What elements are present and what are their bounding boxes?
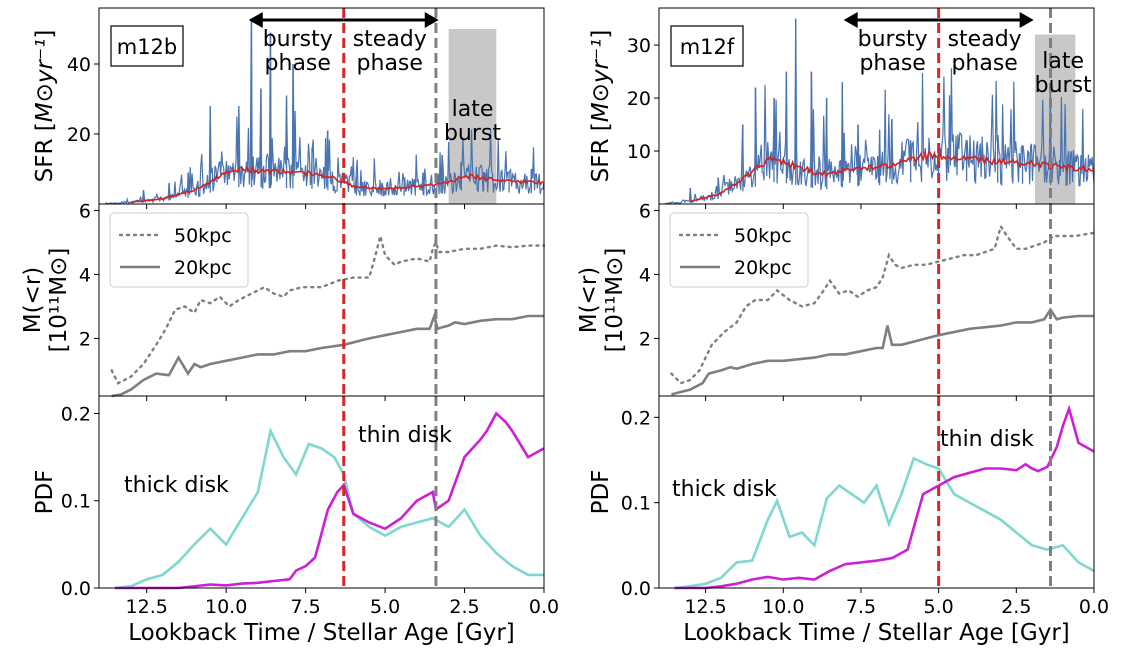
mass-ytick-label: 6 [79, 200, 91, 222]
legend-20kpc-label: 20kpc [734, 257, 792, 279]
mass-ytick-label: 2 [639, 328, 651, 350]
pdf-ylabel: PDF [588, 470, 614, 515]
mass-legend-box [669, 212, 809, 288]
mass-legend-box [109, 212, 249, 288]
pdf-xtick-label: 0.0 [529, 596, 559, 618]
mass-ylabel-line1: M(<r) [20, 267, 46, 334]
sfr-ylabel-ylabel_unit: M⊙yr⁻¹ [588, 39, 614, 123]
pdf-thin-disk-line [114, 411, 545, 590]
steady-label-line1: steady [948, 27, 1022, 52]
mass-ylabel-line1: M(<r) [576, 267, 602, 334]
pdf-axes-frame [658, 395, 1095, 589]
pdf-xtick-label: 2.5 [1001, 596, 1031, 618]
bursty-label-line2: phase [265, 51, 331, 76]
galaxy-label: m12b [117, 35, 178, 59]
sfr-smooth-line [689, 150, 1093, 203]
bursty-label-line1: bursty [263, 27, 333, 52]
mass-ylabel-line2: [10¹¹M⊙] [46, 248, 72, 353]
galaxy-label: m12f [680, 35, 735, 59]
sfr-ylabel-ylabel_unit: M⊙yr⁻¹ [32, 39, 58, 123]
xlabel: Lookback Time / Stellar Age [Gyr] [683, 620, 1070, 646]
xlabel: Lookback Time / Stellar Age [Gyr] [128, 620, 515, 646]
sfr-smooth-line [130, 165, 544, 203]
galaxy-label-box [110, 25, 184, 67]
legend-50kpc-label: 50kpc [734, 225, 792, 247]
pdf-ylabel: PDF [32, 470, 58, 515]
pdf-ytick-label: 0.0 [621, 578, 651, 600]
steady-arrow-head [1019, 12, 1034, 28]
pdf-ytick-label: 0.2 [61, 403, 91, 425]
late-burst-label-line2: burst [1035, 73, 1092, 98]
pdf-xtick-label: 10.0 [762, 596, 804, 618]
steady-label-line1: steady [353, 27, 427, 52]
bursty-label-line1: bursty [858, 27, 928, 52]
mass-20kpc-line [111, 311, 544, 398]
mass-50kpc-line [670, 223, 1096, 385]
mass-ytick-label: 4 [639, 264, 651, 286]
sfr-ytick-label: 20 [627, 88, 651, 110]
thin-disk-label: thin disk [358, 423, 452, 448]
pdf-xtick-label: 7.5 [290, 596, 320, 618]
pdf-thick-disk-line [114, 426, 544, 590]
pdf-xtick-label: 12.5 [684, 596, 726, 618]
mass-ytick-label: 2 [79, 328, 91, 350]
late-burst-label-line1: late [452, 97, 494, 122]
galaxy-label-box [670, 25, 744, 67]
bursty-arrow-head [248, 12, 263, 28]
pdf-xtick-label: 5.0 [370, 596, 400, 618]
mass-ytick-label: 4 [79, 264, 91, 286]
sfr-ylabel-ylabel_suffix: ] [32, 30, 58, 39]
legend-50kpc-label: 50kpc [174, 225, 232, 247]
sfr-ylabel: SFR [M⊙yr⁻¹] [588, 30, 614, 183]
thick-disk-label: thick disk [672, 477, 777, 502]
steady-arrow-head [424, 12, 439, 28]
pdf-xtick-label: 5.0 [924, 596, 954, 618]
sfr-raw-line [105, 18, 544, 204]
pdf-xtick-label: 0.0 [1079, 596, 1109, 618]
pdf-axes-frame [98, 395, 545, 589]
pdf-ytick-label: 0.0 [61, 578, 91, 600]
thin-disk-label: thin disk [940, 427, 1034, 452]
late-burst-region [1034, 34, 1076, 205]
late-burst-label-line1: late [1042, 49, 1084, 74]
pdf-ytick-label: 0.1 [61, 491, 91, 513]
pdf-ytick-label: 0.1 [621, 493, 651, 515]
mass-50kpc-line [110, 235, 546, 385]
bursty-arrow-head [843, 12, 858, 28]
sfr-ylabel-ylabel_prefix: SFR [ [588, 122, 614, 182]
sfr-ylabel-ylabel_suffix: ] [588, 30, 614, 39]
sfr-ytick-label: 10 [627, 141, 651, 163]
thick-disk-label: thick disk [124, 473, 229, 498]
sfr-ytick-label: 30 [627, 35, 651, 57]
steady-label-line2: phase [357, 51, 423, 76]
sfr-ylabel-ylabel_prefix: SFR [ [32, 122, 58, 182]
legend-20kpc-label: 20kpc [174, 257, 232, 279]
bursty-label-line2: phase [859, 51, 925, 76]
mass-ytick-label: 6 [639, 200, 651, 222]
pdf-xtick-label: 12.5 [126, 596, 168, 618]
mass-ylabel-line2: [10¹¹M⊙] [602, 248, 628, 353]
steady-label-line2: phase [951, 51, 1017, 76]
pdf-ytick-label: 0.2 [621, 407, 651, 429]
late-burst-label-line2: burst [444, 121, 501, 146]
sfr-ytick-label: 20 [67, 124, 91, 146]
pdf-thin-disk-line [674, 404, 1095, 590]
pdf-thick-disk-line [674, 456, 1095, 590]
pdf-xtick-label: 10.0 [205, 596, 247, 618]
pdf-xtick-label: 7.5 [846, 596, 876, 618]
sfr-ytick-label: 40 [67, 54, 91, 76]
mass-20kpc-line [671, 307, 1094, 396]
sfr-ylabel: SFR [M⊙yr⁻¹] [32, 30, 58, 183]
pdf-xtick-label: 2.5 [449, 596, 479, 618]
